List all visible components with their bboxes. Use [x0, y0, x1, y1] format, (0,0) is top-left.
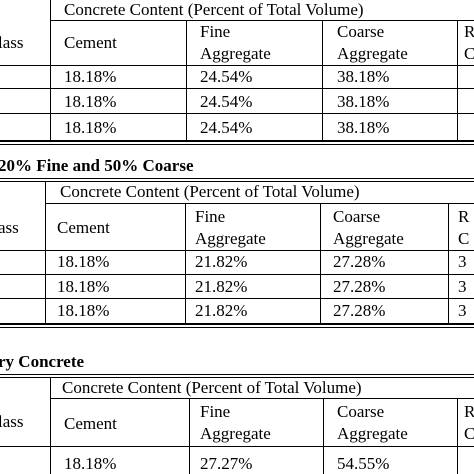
table-cell: 21.82% — [195, 252, 248, 271]
class-header: ass — [0, 218, 19, 237]
coarse-header-line1: Coarse — [337, 402, 385, 421]
table-cell: 27.27% — [200, 454, 253, 473]
table-cell: 18.18% — [64, 118, 117, 137]
cement-header: Cement — [64, 414, 117, 433]
table-cell: 18.18% — [64, 454, 117, 473]
class-header: lass — [0, 33, 24, 52]
table-cell: 18.18% — [64, 92, 117, 111]
table-cell: 24.54% — [200, 92, 253, 111]
table-cell: 24.54% — [200, 118, 253, 137]
fine-header-line1: Fine — [200, 22, 231, 41]
table-cell: 18.18% — [57, 252, 110, 271]
table-cell: 3 — [458, 252, 467, 271]
table-cell: 38.18% — [337, 67, 390, 86]
table-cell: 18.18% — [57, 301, 110, 320]
table-cell: 27.28% — [333, 277, 386, 296]
coarse-header-line1: Coarse — [337, 22, 385, 41]
table-cell: 27.28% — [333, 252, 386, 271]
table-section-2: 20% Fine and 50% Coarse ass Concrete Con… — [0, 146, 474, 346]
coarse-header-line2: Aggregate — [337, 424, 408, 443]
table-cell: 18.18% — [57, 277, 110, 296]
cement-header: Cement — [57, 218, 110, 237]
fine-header-line1: Fine — [200, 402, 231, 421]
fine-header-line1: Fine — [195, 207, 226, 226]
section-title: 20% Fine and 50% Coarse — [0, 156, 194, 175]
r-header-line2: C — [458, 229, 470, 248]
r-header-line2: C — [464, 44, 474, 63]
r-header-line1: R — [464, 402, 474, 421]
r-header-line2: C — [464, 424, 474, 443]
content-span-header: Concrete Content (Percent of Total Volum… — [62, 378, 362, 397]
r-header-line1: R — [464, 22, 474, 41]
coarse-header-line2: Aggregate — [333, 229, 404, 248]
section-title: ry Concrete — [0, 352, 85, 371]
table-cell: 21.82% — [195, 301, 248, 320]
table-section-3: ry Concrete lass Concrete Content (Perce… — [0, 346, 474, 474]
table-cell: 18.18% — [64, 67, 117, 86]
table-cell: 21.82% — [195, 277, 248, 296]
fine-header-line2: Aggregate — [200, 424, 271, 443]
fine-header-line2: Aggregate — [195, 229, 266, 248]
r-header-line1: R — [458, 207, 470, 226]
coarse-header-line1: Coarse — [333, 207, 381, 226]
table-cell: 24.54% — [200, 67, 253, 86]
cement-header: Cement — [64, 33, 117, 52]
content-span-header: Concrete Content (Percent of Total Volum… — [60, 182, 360, 201]
fine-header-line2: Aggregate — [200, 44, 271, 63]
table-cell: 3 — [458, 301, 467, 320]
class-header: lass — [0, 412, 24, 431]
table-cell: 54.55% — [337, 454, 390, 473]
table-section-1: lass Concrete Content (Percent of Total … — [0, 0, 474, 146]
table-cell: 3 — [458, 277, 467, 296]
table-cell: 38.18% — [337, 92, 390, 111]
coarse-header-line2: Aggregate — [337, 44, 408, 63]
table-cell: 38.18% — [337, 118, 390, 137]
table-cell: 27.28% — [333, 301, 386, 320]
content-span-header: Concrete Content (Percent of Total Volum… — [64, 0, 364, 19]
